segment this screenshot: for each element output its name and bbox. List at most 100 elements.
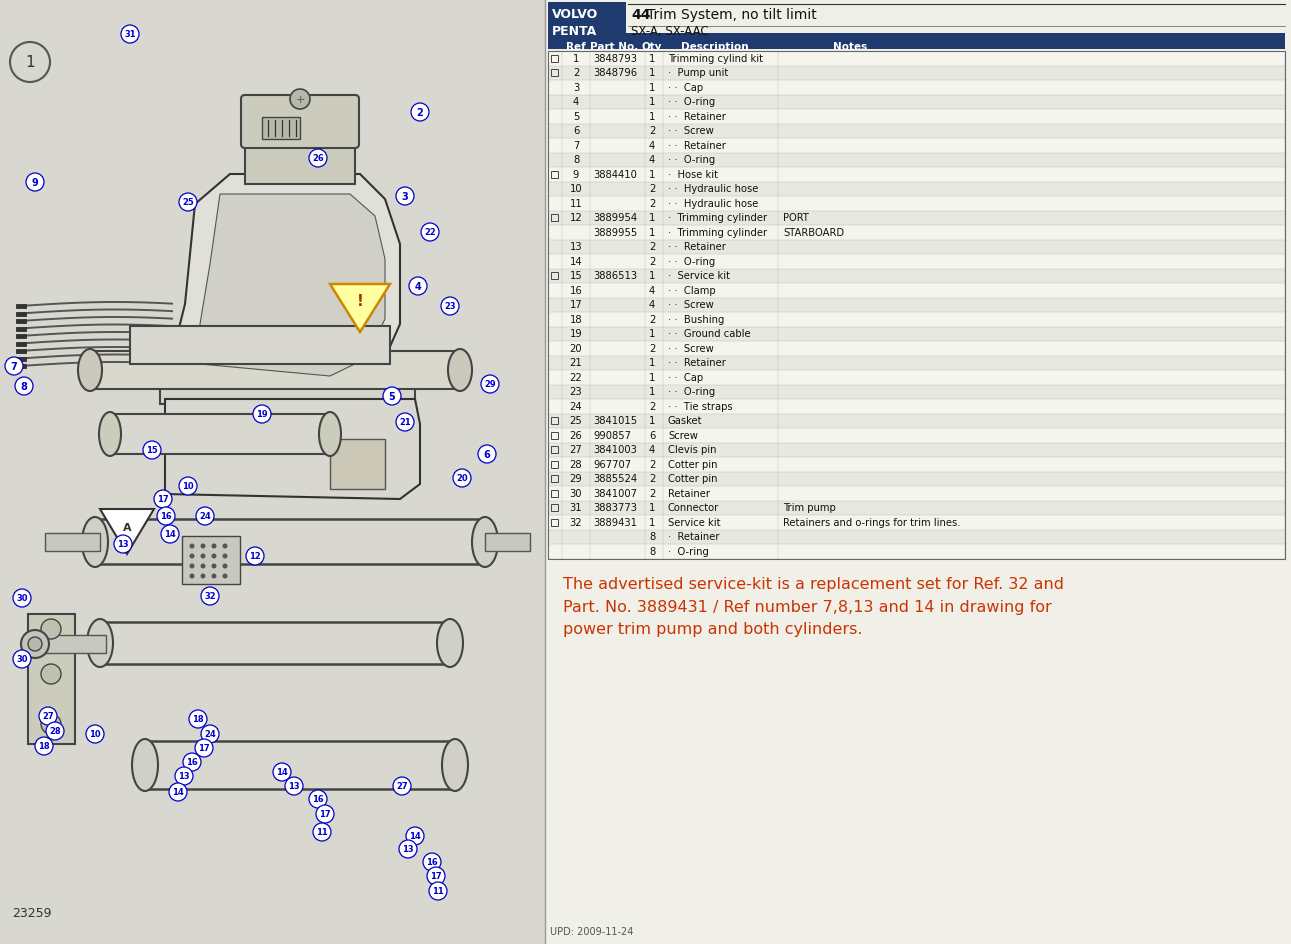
Text: 22: 22 [425,228,436,237]
Bar [547,414,1285,429]
Circle shape [212,574,217,579]
Text: · ·  Retainer: · · Retainer [667,358,726,368]
Circle shape [442,297,460,315]
Text: 29: 29 [484,380,496,389]
Text: 3: 3 [402,192,408,202]
Bar [551,56,558,62]
Text: 30: 30 [569,488,582,498]
Text: · ·  Hydraulic hose: · · Hydraulic hose [667,184,758,194]
Text: 9: 9 [573,170,580,179]
Text: 2: 2 [649,184,656,194]
Text: 27: 27 [396,782,408,791]
Text: 3848793: 3848793 [593,54,636,63]
Circle shape [143,442,161,460]
Ellipse shape [83,517,108,567]
Text: · ·  Cap: · · Cap [667,83,704,93]
Text: 7: 7 [10,362,17,372]
Circle shape [41,715,61,734]
Circle shape [421,224,439,242]
Text: Screw: Screw [667,430,698,440]
Polygon shape [176,175,400,390]
Bar [547,52,1285,66]
Text: · ·  Ground cable: · · Ground cable [667,329,750,339]
Text: · ·  Screw: · · Screw [667,300,714,310]
Circle shape [179,478,198,496]
Circle shape [222,574,227,579]
Circle shape [399,840,417,858]
Text: 6: 6 [649,430,656,440]
Text: 13: 13 [288,782,300,791]
Circle shape [309,790,327,808]
Text: 26: 26 [569,430,582,440]
Text: Trimming cylind kit: Trimming cylind kit [667,54,763,63]
Circle shape [46,722,65,740]
Circle shape [253,406,271,424]
Circle shape [453,469,471,487]
Text: 21: 21 [399,418,411,427]
Circle shape [290,90,310,110]
Bar [547,458,1285,472]
Bar [547,125,1285,139]
Circle shape [183,753,201,771]
Text: 3841015: 3841015 [593,415,638,426]
Text: 2: 2 [649,401,656,412]
Text: 20: 20 [569,344,582,353]
Text: · ·  O-ring: · · O-ring [667,97,715,107]
Text: 1: 1 [649,387,656,396]
Text: · ·  O-ring: · · O-ring [667,155,715,165]
Circle shape [409,278,427,295]
Text: +: + [296,95,305,105]
Text: Clevis pin: Clevis pin [667,445,717,455]
Bar [547,52,1285,559]
Bar [330,440,385,490]
Bar [547,443,1285,458]
Circle shape [212,554,217,559]
Circle shape [39,707,57,725]
Bar [547,196,1285,211]
Text: 3889431: 3889431 [593,517,636,527]
Text: Cotter pin: Cotter pin [667,474,718,483]
Circle shape [121,26,139,44]
Bar [551,462,558,468]
Bar [551,273,558,280]
Text: 18: 18 [39,742,50,750]
Circle shape [309,150,327,168]
Text: 3848796: 3848796 [593,68,638,78]
Circle shape [179,194,198,211]
Circle shape [405,827,423,845]
Polygon shape [28,615,75,744]
Bar [547,226,1285,240]
Bar [547,298,1285,312]
Bar [547,153,1285,168]
Text: 1: 1 [649,503,656,513]
Circle shape [190,554,195,559]
Bar [547,168,1285,182]
Text: 32: 32 [569,517,582,527]
Circle shape [222,554,227,559]
Text: 14: 14 [409,832,421,840]
Text: ·  Retainer: · Retainer [667,531,719,542]
Ellipse shape [448,349,473,392]
Polygon shape [99,510,154,554]
Text: 16: 16 [186,758,198,767]
Circle shape [158,508,176,526]
Bar [547,501,1285,515]
Text: 8: 8 [21,381,27,392]
Text: 2: 2 [649,488,656,498]
Text: 15: 15 [569,271,582,281]
Circle shape [285,777,303,795]
Text: 14: 14 [569,257,582,266]
Ellipse shape [436,619,463,667]
Bar [547,385,1285,399]
Bar [547,66,1285,81]
Text: 19: 19 [256,410,267,419]
Text: Notes: Notes [833,42,868,53]
Text: · ·  Bushing: · · Bushing [667,314,724,325]
Text: · ·  Retainer: · · Retainer [667,111,726,122]
Circle shape [222,544,227,548]
Text: 5: 5 [573,111,580,122]
Bar [547,545,1285,559]
Text: 2: 2 [573,68,580,78]
Text: VOLVO: VOLVO [553,8,598,21]
Text: 4: 4 [649,445,655,455]
